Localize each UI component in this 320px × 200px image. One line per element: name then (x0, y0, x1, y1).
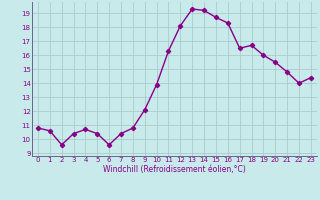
X-axis label: Windchill (Refroidissement éolien,°C): Windchill (Refroidissement éolien,°C) (103, 165, 246, 174)
